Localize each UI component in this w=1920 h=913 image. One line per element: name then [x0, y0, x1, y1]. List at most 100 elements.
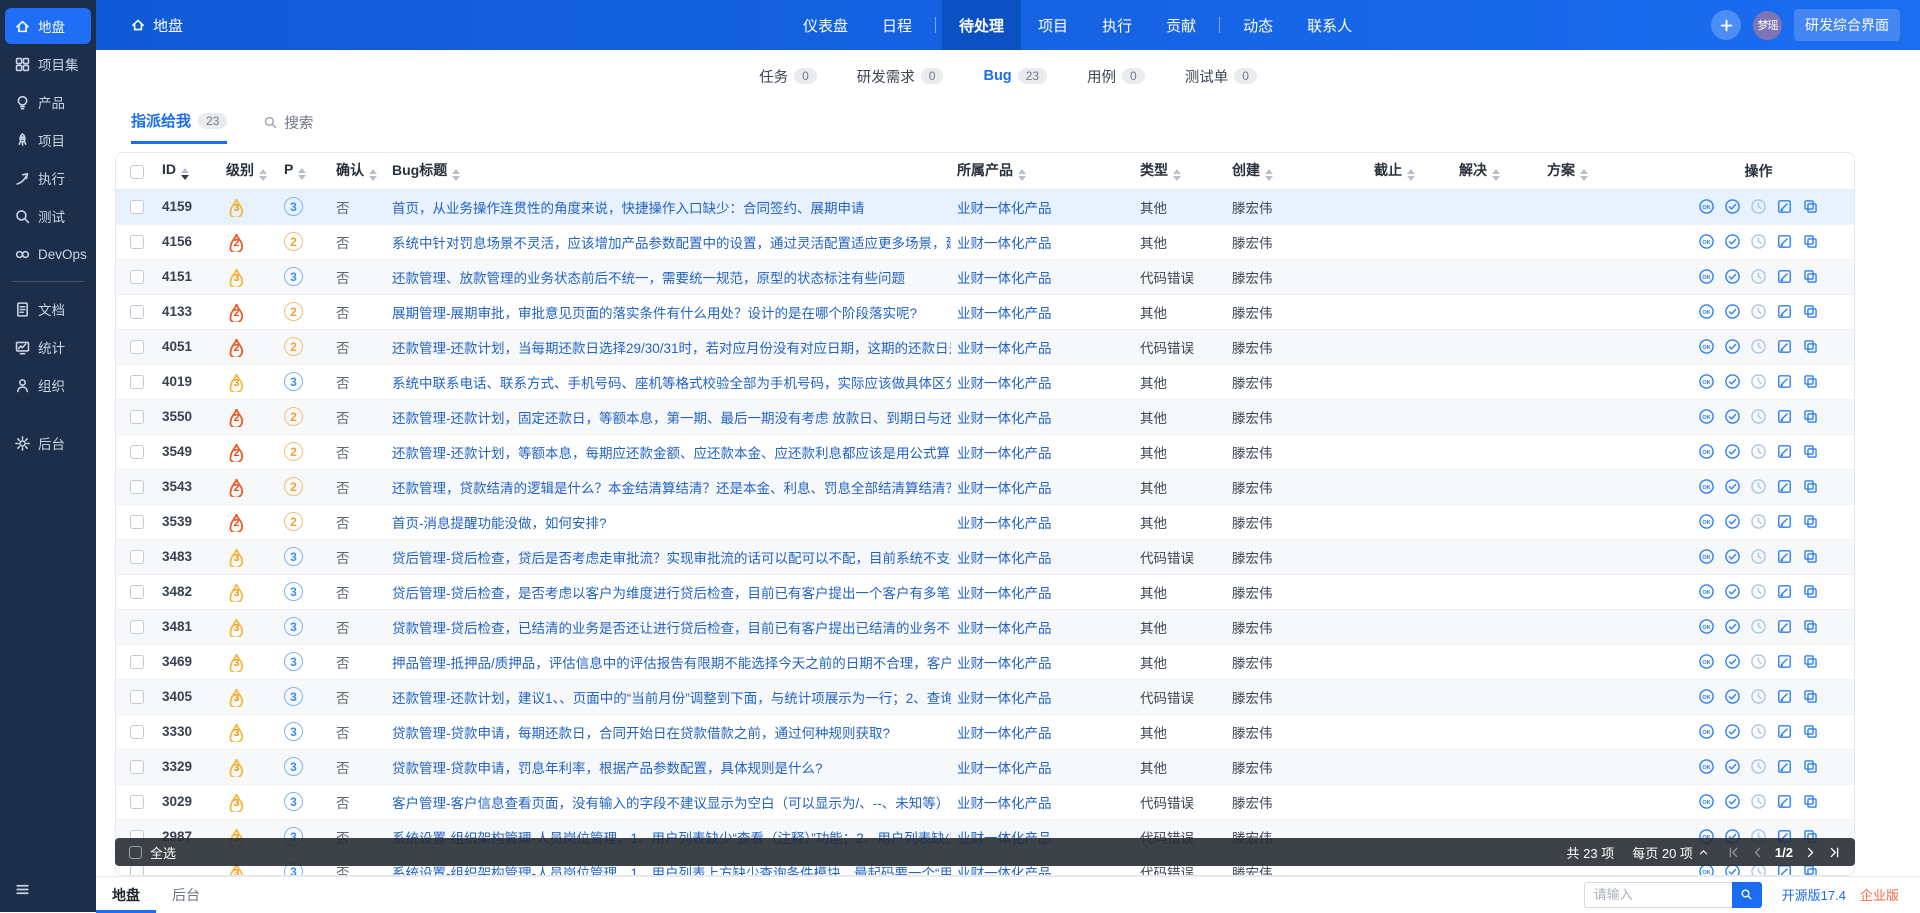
- row-checkbox[interactable]: [130, 865, 144, 876]
- action-copy-button[interactable]: [1802, 618, 1819, 635]
- column-header-类型[interactable]: 类型: [1134, 153, 1226, 189]
- action-resolve-button[interactable]: [1724, 653, 1741, 670]
- sidebar-item-test[interactable]: 测试: [5, 198, 91, 234]
- select-all-checkbox[interactable]: [129, 846, 142, 859]
- bug-title-link[interactable]: 还款管理-还款计划，固定还款日，等额本息，第一期、最后一期没有考虑 放款日、到期…: [392, 411, 951, 426]
- action-close-button[interactable]: [1750, 198, 1767, 215]
- nav-item[interactable]: 联系人: [1290, 0, 1369, 50]
- action-edit-button[interactable]: [1776, 338, 1793, 355]
- product-link[interactable]: 业财一体化产品: [957, 726, 1052, 741]
- bug-title-link[interactable]: 贷后管理-贷后检查，是否考虑以客户为维度进行贷后检查，目前已有客户提出一个客户有…: [392, 586, 951, 601]
- action-confirm-button[interactable]: OK: [1698, 583, 1715, 600]
- bug-title-link[interactable]: 系统中针对罚息场景不灵活，应该增加产品参数配置中的设置，通过灵活配置适应更多场景…: [392, 236, 951, 251]
- column-header-截止[interactable]: 截止: [1368, 153, 1453, 189]
- action-resolve-button[interactable]: [1724, 618, 1741, 635]
- row-checkbox[interactable]: [130, 585, 144, 599]
- action-edit-button[interactable]: [1776, 793, 1793, 810]
- action-close-button[interactable]: [1750, 618, 1767, 635]
- action-edit-button[interactable]: [1776, 583, 1793, 600]
- header-checkbox[interactable]: [130, 165, 144, 179]
- action-copy-button[interactable]: [1802, 653, 1819, 670]
- row-checkbox[interactable]: [130, 410, 144, 424]
- sidebar-item-execution[interactable]: 执行: [5, 160, 91, 196]
- row-checkbox[interactable]: [130, 690, 144, 704]
- action-close-button[interactable]: [1750, 478, 1767, 495]
- row-checkbox[interactable]: [130, 655, 144, 669]
- action-close-button[interactable]: [1750, 338, 1767, 355]
- action-confirm-button[interactable]: OK: [1698, 793, 1715, 810]
- nav-item[interactable]: 仪表盘: [786, 0, 865, 50]
- column-header-级别[interactable]: 级别: [220, 153, 278, 189]
- next-page-button[interactable]: [1804, 846, 1817, 859]
- action-copy-button[interactable]: [1802, 688, 1819, 705]
- action-confirm-button[interactable]: OK: [1698, 198, 1715, 215]
- action-confirm-button[interactable]: OK: [1698, 443, 1715, 460]
- action-resolve-button[interactable]: [1724, 303, 1741, 320]
- action-edit-button[interactable]: [1776, 653, 1793, 670]
- action-copy-button[interactable]: [1802, 513, 1819, 530]
- action-close-button[interactable]: [1750, 688, 1767, 705]
- per-page-selector[interactable]: 每页 20 项: [1632, 843, 1709, 862]
- footer-search-button[interactable]: [1732, 882, 1762, 908]
- action-close-button[interactable]: [1750, 723, 1767, 740]
- action-copy-button[interactable]: [1802, 303, 1819, 320]
- action-edit-button[interactable]: [1776, 478, 1793, 495]
- action-edit-button[interactable]: [1776, 548, 1793, 565]
- row-checkbox[interactable]: [130, 445, 144, 459]
- action-resolve-button[interactable]: [1724, 723, 1741, 740]
- prev-page-button[interactable]: [1751, 846, 1764, 859]
- row-checkbox[interactable]: [130, 200, 144, 214]
- row-checkbox[interactable]: [130, 515, 144, 529]
- action-confirm-button[interactable]: OK: [1698, 758, 1715, 775]
- action-close-button[interactable]: [1750, 583, 1767, 600]
- bug-title-link[interactable]: 首页，从业务操作连贯性的角度来说，快捷操作入口缺少：合同签约、展期申请: [392, 201, 865, 216]
- action-edit-button[interactable]: [1776, 688, 1793, 705]
- bug-title-link[interactable]: 展期管理-展期审批，审批意见页面的落实条件有什么用处？设计的是在哪个阶段落实呢?: [392, 306, 917, 321]
- column-header-确认[interactable]: 确认: [330, 153, 386, 189]
- action-edit-button[interactable]: [1776, 723, 1793, 740]
- action-edit-button[interactable]: [1776, 233, 1793, 250]
- nav-item[interactable]: 贡献: [1149, 0, 1213, 50]
- action-close-button[interactable]: [1750, 408, 1767, 425]
- row-checkbox[interactable]: [130, 725, 144, 739]
- action-close-button[interactable]: [1750, 303, 1767, 320]
- action-confirm-button[interactable]: OK: [1698, 303, 1715, 320]
- action-resolve-button[interactable]: [1724, 583, 1741, 600]
- product-link[interactable]: 业财一体化产品: [957, 621, 1052, 636]
- nav-item[interactable]: 项目: [1021, 0, 1085, 50]
- action-resolve-button[interactable]: [1724, 793, 1741, 810]
- column-header-所属产品[interactable]: 所属产品: [951, 153, 1134, 189]
- action-close-button[interactable]: [1750, 268, 1767, 285]
- row-checkbox[interactable]: [130, 235, 144, 249]
- product-link[interactable]: 业财一体化产品: [957, 761, 1052, 776]
- action-edit-button[interactable]: [1776, 373, 1793, 390]
- bug-title-link[interactable]: 系统设置-组织架构管理-人员岗位管理，1、用户列表上方缺少查询条件模块，最起码要…: [392, 866, 951, 877]
- action-confirm-button[interactable]: OK: [1698, 408, 1715, 425]
- action-confirm-button[interactable]: OK: [1698, 513, 1715, 530]
- action-confirm-button[interactable]: OK: [1698, 338, 1715, 355]
- action-resolve-button[interactable]: [1724, 373, 1741, 390]
- action-copy-button[interactable]: [1802, 583, 1819, 600]
- action-confirm-button[interactable]: OK: [1698, 478, 1715, 495]
- action-close-button[interactable]: [1750, 373, 1767, 390]
- product-link[interactable]: 业财一体化产品: [957, 516, 1052, 531]
- action-close-button[interactable]: [1750, 758, 1767, 775]
- column-header-解决[interactable]: 解决: [1453, 153, 1541, 189]
- action-close-button[interactable]: [1750, 513, 1767, 530]
- row-checkbox[interactable]: [130, 340, 144, 354]
- bug-title-link[interactable]: 贷款管理-贷款申请，罚息年利率，根据产品参数配置，具体规则是什么?: [392, 761, 823, 776]
- action-copy-button[interactable]: [1802, 198, 1819, 215]
- row-checkbox[interactable]: [130, 305, 144, 319]
- action-edit-button[interactable]: [1776, 408, 1793, 425]
- footer-tab-后台[interactable]: 后台: [156, 877, 216, 913]
- sidebar-item-product[interactable]: 产品: [5, 84, 91, 120]
- search-toggle[interactable]: 搜索: [263, 110, 313, 133]
